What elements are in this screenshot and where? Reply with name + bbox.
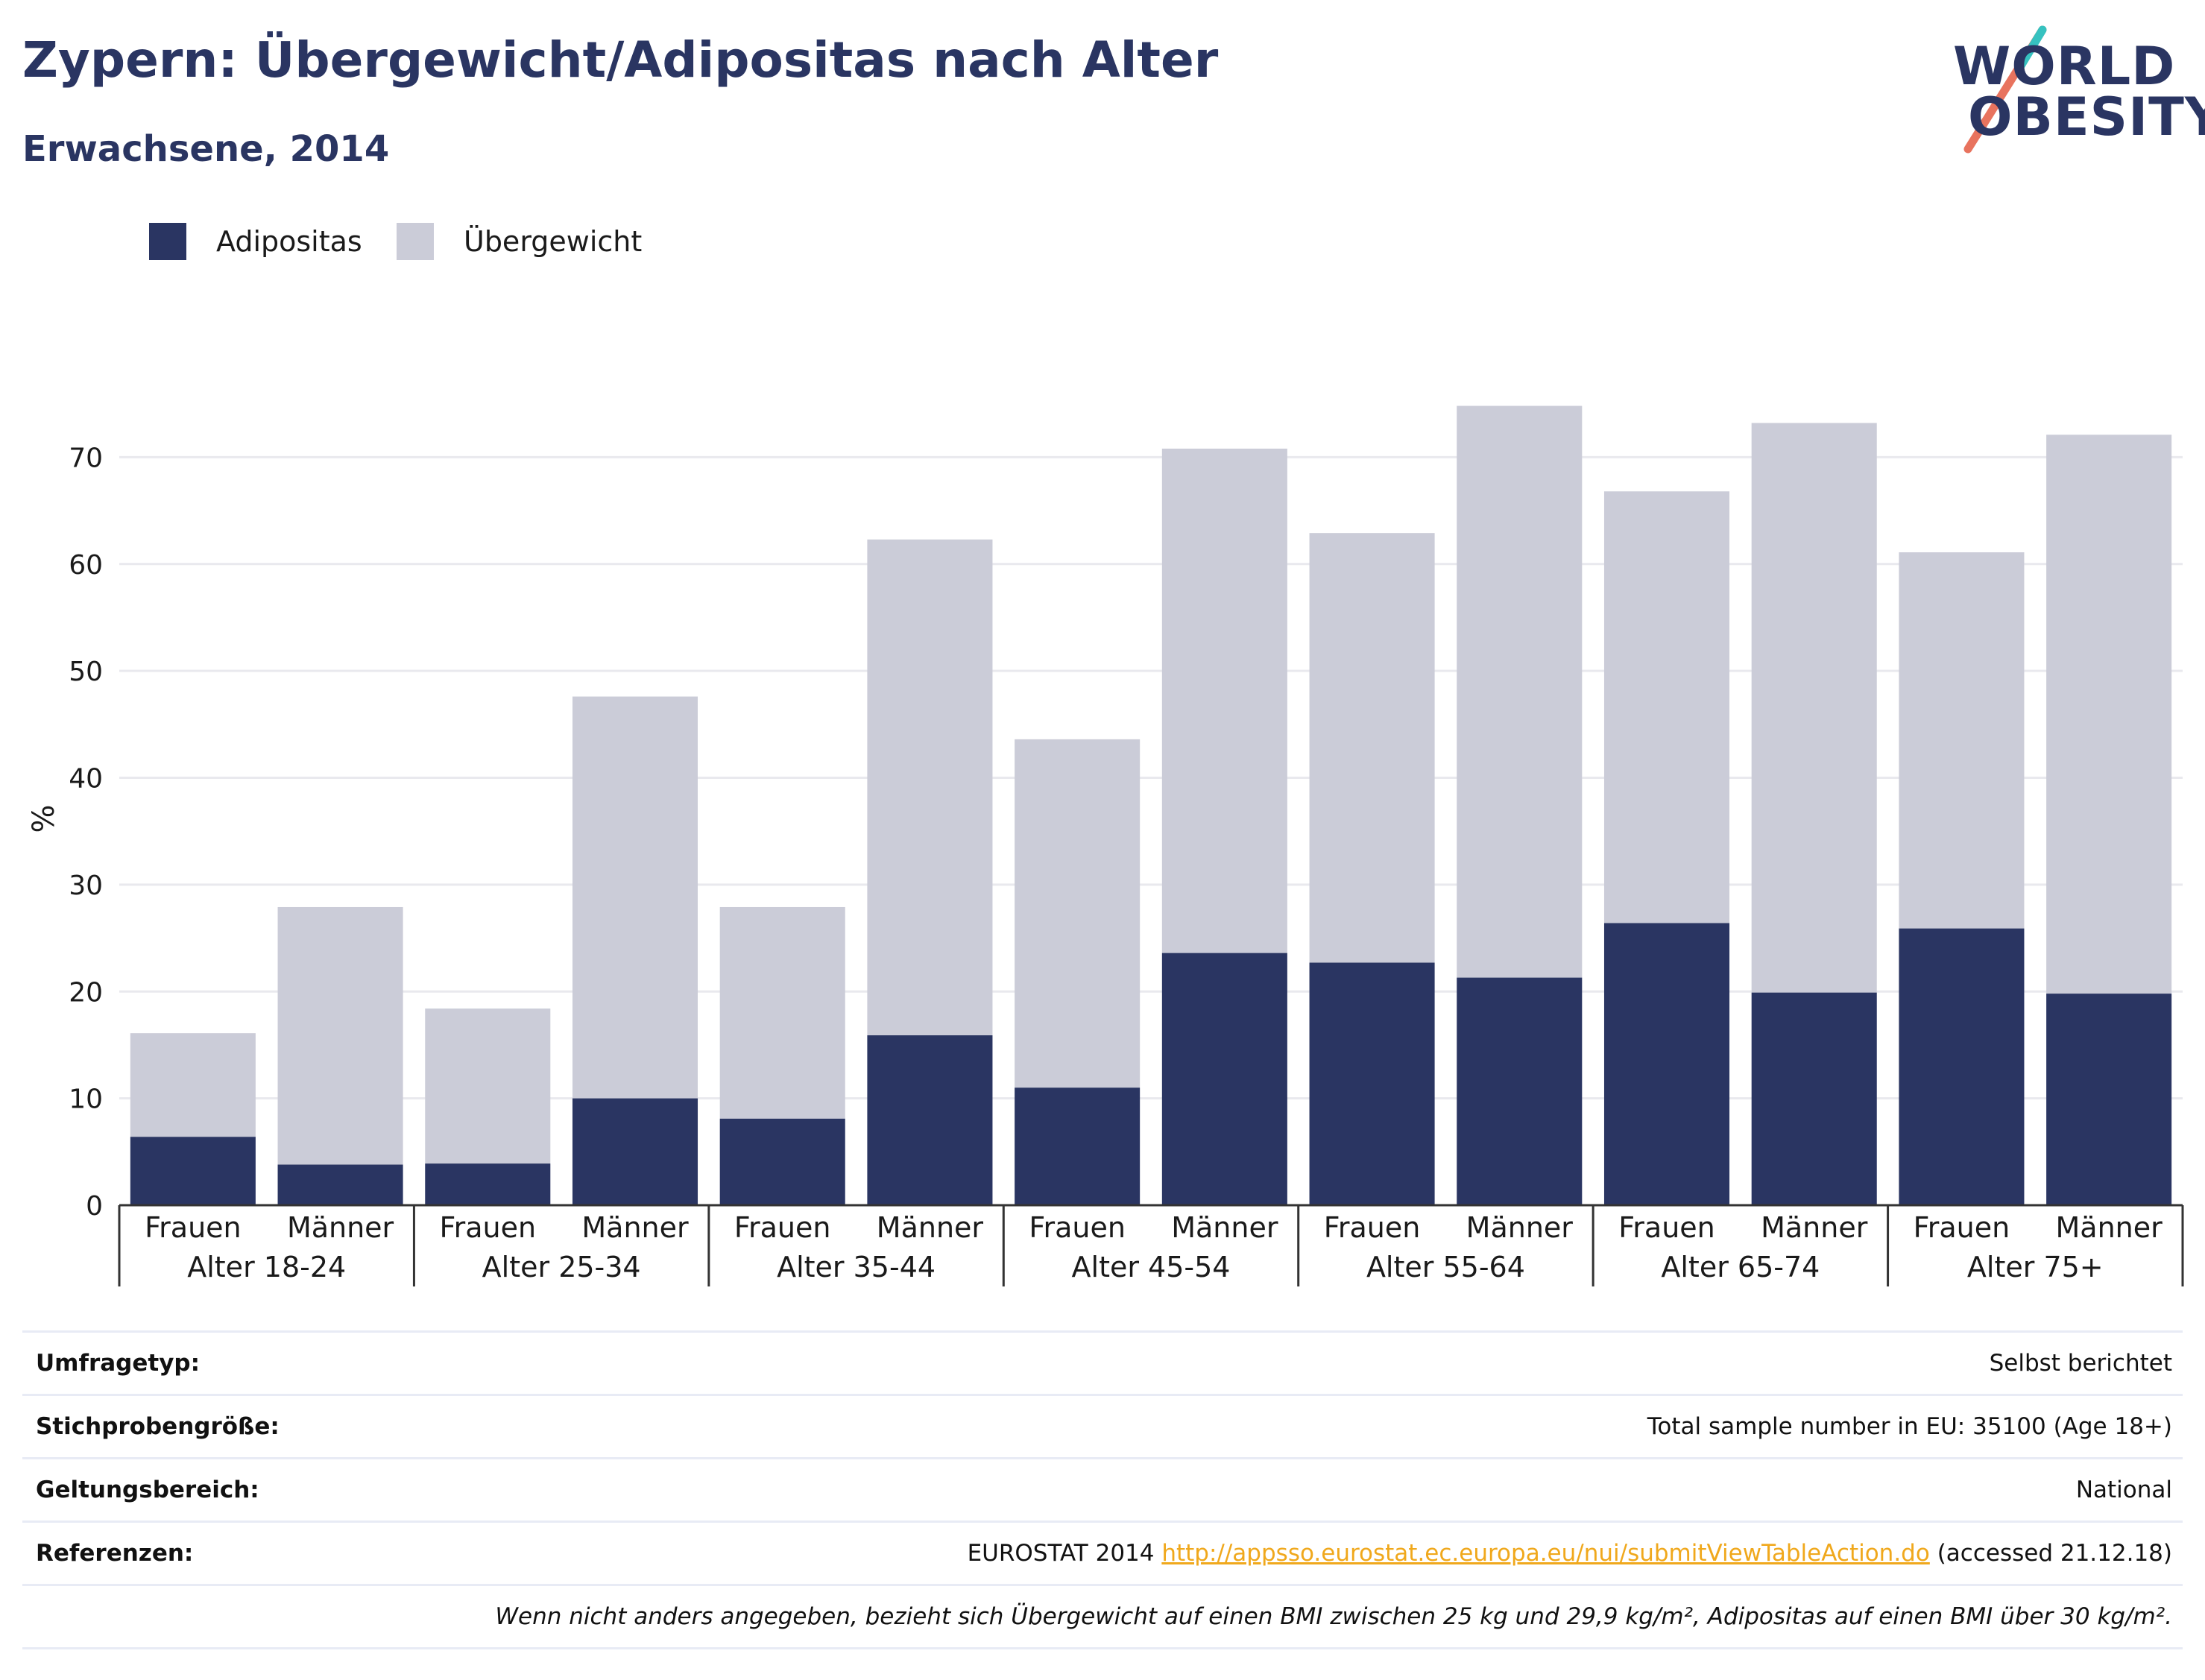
bar-obesity (277, 1164, 403, 1205)
x-subcategory-label: Frauen (1914, 1211, 2010, 1244)
bar-obesity (425, 1163, 551, 1205)
info-row-references: Referenzen: EUROSTAT 2014 http://appsso.… (22, 1523, 2183, 1586)
x-subcategory-label: Männer (2056, 1211, 2163, 1244)
logo-word-world: WORLD (1953, 36, 2176, 97)
bar-obesity (1015, 1087, 1141, 1205)
bar-overweight (1899, 552, 2025, 929)
x-group-label: Alter 55-64 (1366, 1251, 1525, 1283)
info-value: Total sample number in EU: 35100 (Age 18… (1647, 1413, 2172, 1440)
x-subcategory-label: Frauen (1029, 1211, 1126, 1244)
info-row-sample-size: Stichprobengröße: Total sample number in… (22, 1396, 2183, 1459)
x-group-label: Alter 65-74 (1661, 1251, 1820, 1283)
x-group-label: Alter 75+ (1967, 1251, 2104, 1283)
x-group-label: Alter 25-34 (482, 1251, 641, 1283)
x-subcategory-label: Frauen (1618, 1211, 1715, 1244)
bar-overweight (277, 906, 403, 1165)
x-subcategory-label: Männer (1171, 1211, 1278, 1244)
bar-overweight (1457, 405, 1583, 978)
legend-item-obesity: Adipositas (149, 221, 362, 262)
bar-obesity (1751, 992, 1877, 1205)
y-tick-label: 30 (69, 871, 103, 901)
y-tick-label: 10 (69, 1084, 103, 1115)
x-group-label: Alter 45-54 (1072, 1251, 1231, 1283)
y-tick-label: 40 (69, 764, 103, 795)
info-label: Referenzen: (36, 1540, 194, 1567)
info-row-scope: Geltungsbereich: National (22, 1459, 2183, 1523)
logo-slash-icon (1963, 25, 2047, 154)
x-group-label: Alter 18-24 (187, 1251, 346, 1283)
info-label: Umfragetyp: (36, 1350, 200, 1377)
reference-accessed: (accessed 21.12.18) (1937, 1540, 2172, 1567)
bar-obesity (572, 1098, 698, 1205)
bar-overweight (719, 906, 845, 1119)
x-subcategory-label: Männer (1466, 1211, 1574, 1244)
reference-link[interactable]: http://appsso.eurostat.ec.europa.eu/nui/… (1161, 1540, 1930, 1567)
footnote: Wenn nicht anders angegeben, bezieht sic… (495, 1603, 2172, 1630)
legend-swatch-overweight (397, 223, 434, 260)
bar-overweight (1309, 533, 1435, 963)
bar-obesity (1457, 977, 1583, 1205)
bar-overweight (130, 1033, 256, 1137)
info-label: Stichprobengröße: (36, 1413, 280, 1440)
bar-overweight (425, 1008, 551, 1164)
info-value: Selbst berichtet (1989, 1350, 2172, 1377)
stacked-bar-chart: 0 10 20 30 40 50 60 70% Frauen Männer Frauen Männer… (27, 405, 2184, 1286)
logo-word-obesity: OBESITY (1968, 86, 2205, 148)
world-obesity-logo: WORLD OBESITY (1938, 21, 2205, 162)
info-table: Umfragetyp: Selbst berichtet Stichproben… (22, 1330, 2183, 1649)
bar-overweight (572, 696, 698, 1099)
x-subcategory-label: Frauen (734, 1211, 831, 1244)
bar-overweight (1161, 448, 1287, 953)
x-subcategory-label: Männer (1761, 1211, 1868, 1244)
x-subcategory-label: Frauen (440, 1211, 537, 1244)
x-subcategory-label: Männer (877, 1211, 984, 1244)
bar-overweight (1751, 423, 1877, 993)
bar-obesity (1899, 928, 2025, 1205)
info-row-survey-type: Umfragetyp: Selbst berichtet (22, 1330, 2183, 1396)
y-tick-label: 0 (86, 1191, 103, 1222)
bar-overweight (1015, 739, 1141, 1088)
bar-overweight (2046, 435, 2172, 994)
legend-label-obesity: Adipositas (216, 225, 362, 258)
info-value: National (2075, 1477, 2172, 1503)
chart-title: Zypern: Übergewicht/Adipositas nach Alte… (22, 31, 1219, 89)
y-axis-label: % (27, 804, 61, 833)
bar-overweight (867, 539, 993, 1036)
x-subcategory-label: Frauen (145, 1211, 242, 1244)
bar-obesity (2046, 994, 2172, 1205)
bar-obesity (130, 1137, 256, 1205)
info-label: Geltungsbereich: (36, 1477, 259, 1503)
bar-obesity (719, 1118, 845, 1205)
bar-overweight (1603, 491, 1730, 923)
legend-swatch-obesity (149, 223, 186, 260)
y-tick-label: 20 (69, 977, 103, 1008)
bar-obesity (1161, 953, 1287, 1205)
legend-label-overweight: Übergewicht (464, 225, 643, 258)
x-subcategory-label: Frauen (1324, 1211, 1421, 1244)
bar-obesity (867, 1035, 993, 1205)
y-tick-label: 70 (69, 443, 103, 473)
legend-item-overweight: Übergewicht (397, 221, 642, 262)
x-subcategory-label: Männer (581, 1211, 689, 1244)
x-group-label: Alter 35-44 (777, 1251, 936, 1283)
reference-source: EUROSTAT 2014 (967, 1540, 1155, 1567)
bar-obesity (1309, 962, 1435, 1205)
y-tick-label: 60 (69, 550, 103, 581)
x-subcategory-label: Männer (287, 1211, 394, 1244)
y-tick-label: 50 (69, 657, 103, 687)
info-row-footnote: Wenn nicht anders angegeben, bezieht sic… (22, 1586, 2183, 1649)
bar-obesity (1603, 923, 1730, 1205)
info-value: EUROSTAT 2014 http://appsso.eurostat.ec.… (968, 1540, 2183, 1567)
chart-subtitle: Erwachsene, 2014 (22, 128, 390, 170)
